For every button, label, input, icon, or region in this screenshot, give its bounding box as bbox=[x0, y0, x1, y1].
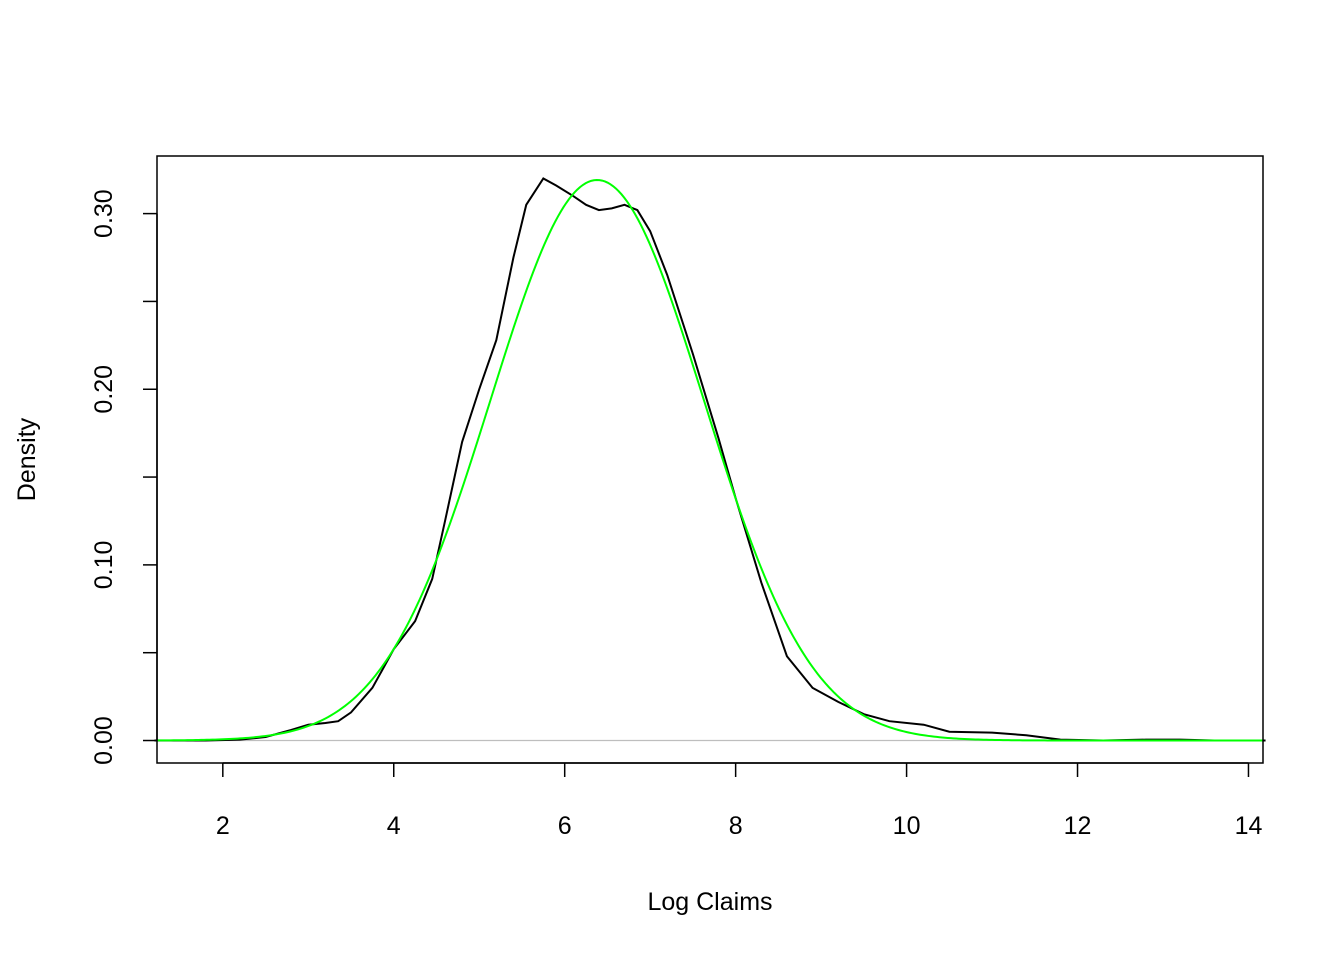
x-tick-label: 2 bbox=[216, 812, 230, 840]
y-tick-label: 0.20 bbox=[90, 365, 118, 414]
x-tick-label: 8 bbox=[729, 812, 743, 840]
y-tick-label: 0.00 bbox=[90, 716, 118, 765]
y-tick-label: 0.10 bbox=[90, 541, 118, 590]
x-axis: 2 4 6 8 10 12 14 bbox=[216, 762, 1263, 840]
x-tick-label: 4 bbox=[387, 812, 401, 840]
normal-fit-line bbox=[156, 178, 1263, 742]
y-axis: 0.00 0.10 0.20 0.30 bbox=[90, 189, 158, 765]
x-tick-label: 12 bbox=[1064, 812, 1092, 840]
x-axis-title: Log Claims bbox=[647, 888, 772, 916]
plot-frame bbox=[156, 155, 1264, 764]
x-tick-label: 14 bbox=[1235, 812, 1263, 840]
x-tick-label: 6 bbox=[558, 812, 572, 840]
empirical-density-line bbox=[154, 177, 1266, 742]
y-axis-title: Density bbox=[13, 417, 41, 501]
x-tick-label: 10 bbox=[893, 812, 921, 840]
y-tick-label: 0.30 bbox=[90, 189, 118, 238]
